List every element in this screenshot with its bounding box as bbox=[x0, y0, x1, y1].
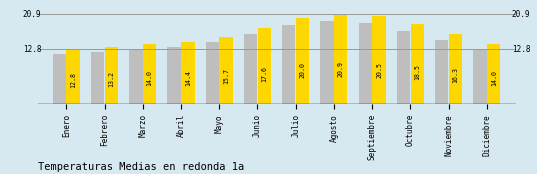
Text: 20.0: 20.0 bbox=[300, 62, 306, 78]
Bar bbox=[181, 42, 194, 104]
Text: 15.7: 15.7 bbox=[223, 68, 229, 84]
Bar bbox=[359, 23, 372, 104]
Text: 13.2: 13.2 bbox=[108, 71, 114, 87]
Bar bbox=[334, 14, 347, 104]
Bar bbox=[435, 40, 448, 104]
Text: 17.6: 17.6 bbox=[262, 66, 267, 82]
Bar bbox=[168, 47, 181, 104]
Bar bbox=[105, 47, 118, 104]
Bar bbox=[143, 44, 156, 104]
Text: 14.4: 14.4 bbox=[185, 70, 191, 86]
Bar bbox=[129, 49, 142, 104]
Bar bbox=[372, 16, 386, 104]
Bar bbox=[473, 49, 487, 104]
Text: 20.9: 20.9 bbox=[338, 61, 344, 77]
Bar bbox=[296, 18, 309, 104]
Bar bbox=[411, 25, 424, 104]
Text: 20.9: 20.9 bbox=[512, 10, 530, 19]
Bar bbox=[321, 21, 333, 104]
Bar bbox=[397, 31, 410, 104]
Bar bbox=[206, 42, 219, 104]
Bar bbox=[258, 28, 271, 104]
Text: Temperaturas Medias en redonda 1a: Temperaturas Medias en redonda 1a bbox=[38, 162, 244, 172]
Text: 14.0: 14.0 bbox=[147, 70, 153, 86]
Text: 12.8: 12.8 bbox=[70, 72, 76, 88]
Bar bbox=[53, 54, 66, 104]
Bar bbox=[282, 25, 295, 104]
Text: 18.5: 18.5 bbox=[414, 64, 420, 80]
Text: 16.3: 16.3 bbox=[453, 67, 459, 83]
Bar bbox=[244, 34, 257, 104]
Bar bbox=[91, 52, 104, 104]
Text: 14.0: 14.0 bbox=[491, 70, 497, 86]
Bar bbox=[67, 49, 80, 104]
Text: 20.5: 20.5 bbox=[376, 62, 382, 78]
Text: 12.8: 12.8 bbox=[512, 45, 530, 54]
Bar bbox=[220, 37, 233, 104]
Bar bbox=[487, 44, 500, 104]
Text: 20.9: 20.9 bbox=[23, 10, 41, 19]
Bar bbox=[449, 34, 462, 104]
Text: 12.8: 12.8 bbox=[23, 45, 41, 54]
